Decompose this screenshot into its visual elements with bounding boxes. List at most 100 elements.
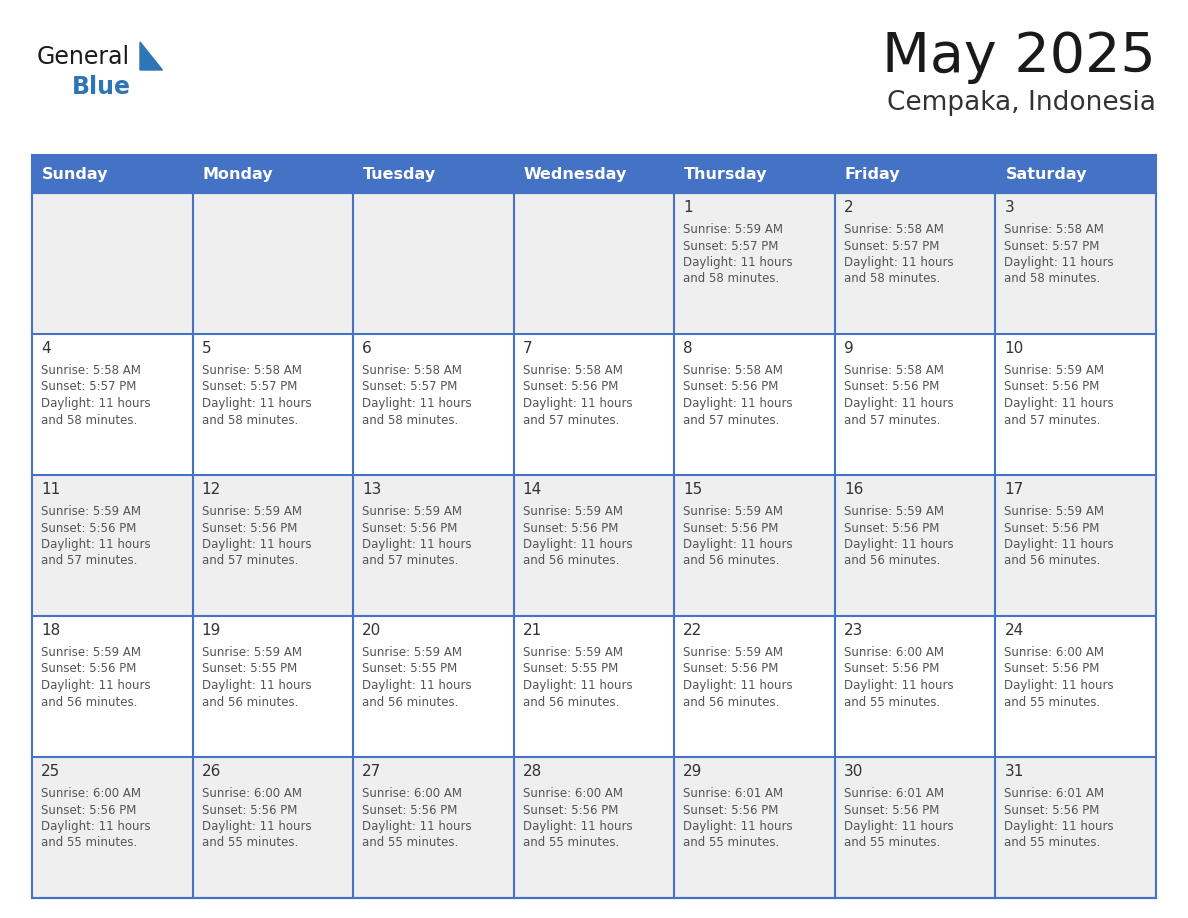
Text: 15: 15 <box>683 482 702 497</box>
Text: Daylight: 11 hours: Daylight: 11 hours <box>362 397 472 410</box>
Text: and 58 minutes.: and 58 minutes. <box>42 413 138 427</box>
Text: Daylight: 11 hours: Daylight: 11 hours <box>202 397 311 410</box>
Text: Sunrise: 5:59 AM: Sunrise: 5:59 AM <box>202 646 302 659</box>
Bar <box>32 475 1156 616</box>
Text: Cempaka, Indonesia: Cempaka, Indonesia <box>887 90 1156 116</box>
Text: 18: 18 <box>42 623 61 638</box>
Text: Daylight: 11 hours: Daylight: 11 hours <box>1004 397 1114 410</box>
Text: Sunrise: 5:58 AM: Sunrise: 5:58 AM <box>843 223 943 236</box>
Text: 16: 16 <box>843 482 864 497</box>
Text: Sunrise: 5:59 AM: Sunrise: 5:59 AM <box>202 505 302 518</box>
Text: Sunset: 5:56 PM: Sunset: 5:56 PM <box>683 521 778 534</box>
Text: Daylight: 11 hours: Daylight: 11 hours <box>843 538 954 551</box>
Text: Sunrise: 5:58 AM: Sunrise: 5:58 AM <box>362 364 462 377</box>
Text: Sunset: 5:56 PM: Sunset: 5:56 PM <box>843 663 940 676</box>
Text: Sunset: 5:56 PM: Sunset: 5:56 PM <box>1004 521 1100 534</box>
Text: Sunset: 5:57 PM: Sunset: 5:57 PM <box>683 240 778 252</box>
Text: and 56 minutes.: and 56 minutes. <box>523 696 619 709</box>
Text: Sunrise: 5:59 AM: Sunrise: 5:59 AM <box>683 223 783 236</box>
Text: 29: 29 <box>683 764 702 779</box>
Text: Sunrise: 5:59 AM: Sunrise: 5:59 AM <box>523 646 623 659</box>
Text: Sunset: 5:56 PM: Sunset: 5:56 PM <box>1004 380 1100 394</box>
Text: Daylight: 11 hours: Daylight: 11 hours <box>42 820 151 833</box>
Text: and 56 minutes.: and 56 minutes. <box>683 696 779 709</box>
Text: and 55 minutes.: and 55 minutes. <box>683 836 779 849</box>
Text: Daylight: 11 hours: Daylight: 11 hours <box>362 820 472 833</box>
Text: Monday: Monday <box>203 166 273 182</box>
Text: Sunset: 5:55 PM: Sunset: 5:55 PM <box>523 663 618 676</box>
Text: Daylight: 11 hours: Daylight: 11 hours <box>843 679 954 692</box>
Text: Sunset: 5:57 PM: Sunset: 5:57 PM <box>202 380 297 394</box>
Text: Daylight: 11 hours: Daylight: 11 hours <box>202 538 311 551</box>
Text: 3: 3 <box>1004 200 1015 215</box>
Text: and 58 minutes.: and 58 minutes. <box>683 273 779 285</box>
Text: 1: 1 <box>683 200 693 215</box>
Text: and 55 minutes.: and 55 minutes. <box>523 836 619 849</box>
Text: Sunset: 5:55 PM: Sunset: 5:55 PM <box>202 663 297 676</box>
Text: and 56 minutes.: and 56 minutes. <box>843 554 940 567</box>
Text: Wednesday: Wednesday <box>524 166 627 182</box>
Text: Saturday: Saturday <box>1005 166 1087 182</box>
Text: Sunset: 5:56 PM: Sunset: 5:56 PM <box>523 521 618 534</box>
Text: Sunset: 5:55 PM: Sunset: 5:55 PM <box>362 663 457 676</box>
Text: Sunrise: 5:59 AM: Sunrise: 5:59 AM <box>42 505 141 518</box>
Text: Sunrise: 5:59 AM: Sunrise: 5:59 AM <box>683 646 783 659</box>
Text: Sunset: 5:56 PM: Sunset: 5:56 PM <box>42 521 137 534</box>
Text: 30: 30 <box>843 764 864 779</box>
Text: and 57 minutes.: and 57 minutes. <box>1004 413 1101 427</box>
Bar <box>32 193 1156 334</box>
Text: Sunset: 5:56 PM: Sunset: 5:56 PM <box>523 803 618 816</box>
Text: Daylight: 11 hours: Daylight: 11 hours <box>1004 256 1114 269</box>
Polygon shape <box>140 42 163 70</box>
Bar <box>32 616 1156 757</box>
Text: Sunset: 5:56 PM: Sunset: 5:56 PM <box>42 663 137 676</box>
Text: and 57 minutes.: and 57 minutes. <box>683 413 779 427</box>
Text: Sunset: 5:56 PM: Sunset: 5:56 PM <box>362 521 457 534</box>
Text: Sunrise: 6:01 AM: Sunrise: 6:01 AM <box>843 787 944 800</box>
Text: Sunrise: 5:59 AM: Sunrise: 5:59 AM <box>362 646 462 659</box>
Text: Sunrise: 6:00 AM: Sunrise: 6:00 AM <box>202 787 302 800</box>
Text: Sunrise: 5:58 AM: Sunrise: 5:58 AM <box>683 364 783 377</box>
Text: 13: 13 <box>362 482 381 497</box>
Text: 20: 20 <box>362 623 381 638</box>
Text: Daylight: 11 hours: Daylight: 11 hours <box>523 679 632 692</box>
Text: 31: 31 <box>1004 764 1024 779</box>
Text: Sunset: 5:56 PM: Sunset: 5:56 PM <box>843 380 940 394</box>
Text: Daylight: 11 hours: Daylight: 11 hours <box>362 538 472 551</box>
Text: and 56 minutes.: and 56 minutes. <box>683 554 779 567</box>
Text: Daylight: 11 hours: Daylight: 11 hours <box>683 397 792 410</box>
Text: Sunrise: 5:59 AM: Sunrise: 5:59 AM <box>523 505 623 518</box>
Text: 27: 27 <box>362 764 381 779</box>
Text: Sunset: 5:56 PM: Sunset: 5:56 PM <box>843 803 940 816</box>
Text: Daylight: 11 hours: Daylight: 11 hours <box>683 256 792 269</box>
Text: Sunrise: 5:58 AM: Sunrise: 5:58 AM <box>202 364 302 377</box>
Text: and 57 minutes.: and 57 minutes. <box>523 413 619 427</box>
Text: 19: 19 <box>202 623 221 638</box>
Text: Daylight: 11 hours: Daylight: 11 hours <box>1004 820 1114 833</box>
Text: 14: 14 <box>523 482 542 497</box>
Text: and 56 minutes.: and 56 minutes. <box>362 696 459 709</box>
Text: and 58 minutes.: and 58 minutes. <box>362 413 459 427</box>
Text: Sunrise: 5:58 AM: Sunrise: 5:58 AM <box>843 364 943 377</box>
Text: Sunrise: 6:01 AM: Sunrise: 6:01 AM <box>1004 787 1105 800</box>
Text: and 57 minutes.: and 57 minutes. <box>202 554 298 567</box>
Text: 28: 28 <box>523 764 542 779</box>
Text: 7: 7 <box>523 341 532 356</box>
Text: Sunrise: 5:58 AM: Sunrise: 5:58 AM <box>523 364 623 377</box>
Text: 24: 24 <box>1004 623 1024 638</box>
Text: 11: 11 <box>42 482 61 497</box>
Text: Sunrise: 5:59 AM: Sunrise: 5:59 AM <box>362 505 462 518</box>
Bar <box>32 155 1156 193</box>
Text: and 55 minutes.: and 55 minutes. <box>42 836 138 849</box>
Text: Sunrise: 6:00 AM: Sunrise: 6:00 AM <box>523 787 623 800</box>
Text: Sunrise: 6:01 AM: Sunrise: 6:01 AM <box>683 787 783 800</box>
Text: 26: 26 <box>202 764 221 779</box>
Text: 4: 4 <box>42 341 51 356</box>
Text: Sunset: 5:56 PM: Sunset: 5:56 PM <box>1004 803 1100 816</box>
Text: and 55 minutes.: and 55 minutes. <box>843 836 940 849</box>
Text: and 56 minutes.: and 56 minutes. <box>1004 554 1101 567</box>
Text: Sunrise: 5:58 AM: Sunrise: 5:58 AM <box>42 364 141 377</box>
Text: Daylight: 11 hours: Daylight: 11 hours <box>1004 679 1114 692</box>
Text: Sunrise: 6:00 AM: Sunrise: 6:00 AM <box>362 787 462 800</box>
Text: 8: 8 <box>683 341 693 356</box>
